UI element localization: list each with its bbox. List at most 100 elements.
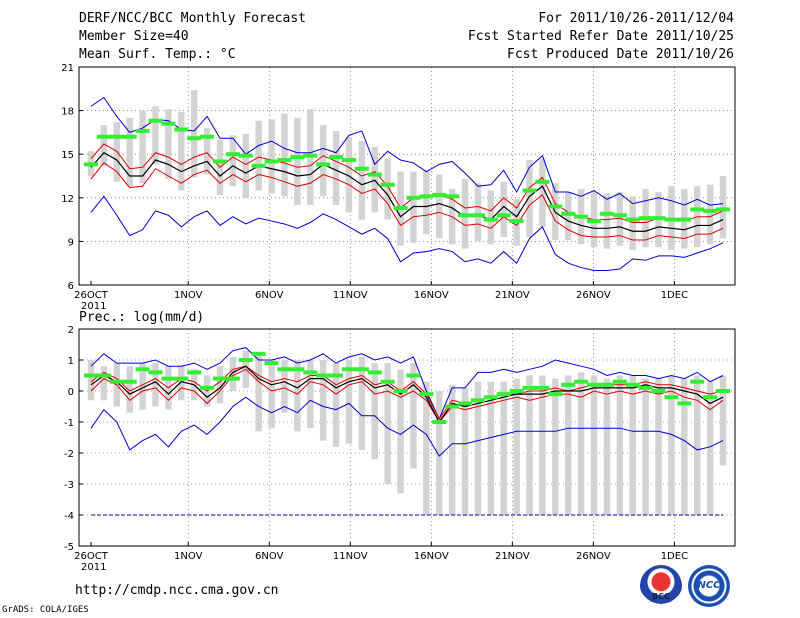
x-tick-label: 1DEC — [661, 551, 688, 562]
member-marker — [380, 379, 395, 384]
member-marker — [354, 367, 369, 372]
box-bar — [565, 191, 572, 240]
box-bar — [565, 375, 572, 515]
member-marker — [716, 389, 730, 393]
panel-precipitation: -5 -4 -3 -2 -1 0 1 2 26OCT 1NOV 6NOV 11NOV 16NOV 21NO… — [64, 325, 736, 573]
box-bar — [693, 375, 701, 515]
member-marker — [225, 376, 240, 381]
plot-frame — [78, 66, 736, 286]
y-tick-label: 0 — [68, 387, 74, 398]
x-tick-label: 11NOV — [333, 551, 368, 562]
box-bar — [319, 360, 327, 441]
member-marker — [174, 127, 189, 132]
y-tick-label: -3 — [64, 480, 74, 491]
member-marker — [483, 395, 498, 400]
plot-frame — [78, 328, 736, 547]
member-marker — [574, 214, 589, 219]
box-bar — [165, 109, 172, 179]
member-marker — [574, 379, 589, 384]
member-marker — [458, 213, 473, 218]
member-marker — [174, 376, 189, 381]
box-bar — [668, 375, 675, 515]
member-marker — [677, 217, 692, 222]
ncc-logo: NCC — [688, 565, 730, 607]
member-marker — [703, 208, 718, 213]
grads-credit: GrADS: COLA/IGES — [2, 605, 89, 615]
member-marker — [535, 179, 550, 184]
box-bar — [152, 363, 159, 407]
member-marker — [84, 162, 98, 167]
box-bar — [100, 366, 108, 401]
box-bar — [229, 135, 237, 187]
member-marker — [496, 213, 511, 218]
member-marker — [122, 134, 137, 139]
x-tick-label: 1NOV — [174, 290, 203, 301]
box-bar — [719, 375, 727, 466]
x-tick-label: 11NOV — [333, 290, 368, 301]
member-marker — [612, 213, 627, 218]
member-marker — [122, 379, 137, 384]
member-marker — [367, 172, 382, 177]
member-marker — [135, 367, 150, 372]
box-bar — [642, 378, 649, 515]
box-bar — [397, 369, 404, 494]
member-marker — [200, 134, 215, 139]
box-bar — [474, 381, 482, 515]
member-marker — [458, 401, 473, 406]
y-tick-label: 15 — [61, 150, 74, 161]
x-tick-label: 16NOV — [414, 551, 449, 562]
member-marker — [432, 192, 447, 197]
x-tick-label: 16NOV — [414, 290, 449, 301]
member-marker — [96, 373, 111, 378]
y-tick-label: -5 — [64, 542, 74, 553]
box-bar — [590, 375, 598, 515]
box-bar — [474, 183, 482, 242]
box-bar — [655, 378, 662, 515]
member-marker — [290, 367, 305, 372]
member-marker — [509, 389, 524, 393]
y-tick-label: 1 — [68, 356, 74, 367]
member-marker — [690, 207, 705, 212]
box-bar — [255, 120, 262, 191]
x-tick-label: 26NOV — [576, 290, 611, 301]
member-marker — [419, 194, 434, 199]
box-bar — [190, 90, 198, 178]
x-tick-label: 26OCT — [74, 290, 109, 301]
member-marker — [238, 358, 253, 362]
box-bar — [281, 360, 288, 413]
box-bar — [706, 381, 714, 515]
member-marker — [548, 204, 563, 209]
box-bar — [345, 136, 353, 213]
upper-line — [90, 365, 724, 420]
source-url[interactable]: http://cmdp.ncc.cma.gov.cn — [75, 583, 279, 598]
member-marker — [393, 205, 408, 210]
member-marker — [109, 134, 124, 139]
max-line — [90, 96, 724, 206]
box-bar — [539, 375, 546, 515]
member-marker — [238, 153, 253, 158]
box-bar — [242, 133, 249, 198]
box-bar — [384, 158, 391, 220]
member-marker — [496, 392, 511, 397]
member-marker — [599, 211, 614, 216]
member-marker — [277, 158, 292, 163]
ncc-logo-text: NCC — [697, 580, 721, 591]
member-marker — [329, 155, 344, 160]
x-tick-label: 6NOV — [255, 551, 284, 562]
member-marker — [445, 404, 460, 409]
box-bar — [423, 381, 430, 515]
member-marker — [561, 382, 576, 387]
box-bar — [371, 146, 378, 213]
min-line — [90, 396, 724, 457]
box-bar — [358, 141, 366, 220]
y-tick-label: 2 — [68, 325, 74, 336]
box-bar — [436, 391, 443, 515]
box-bar — [332, 130, 340, 206]
member-marker — [612, 379, 627, 384]
box-bar — [500, 181, 507, 238]
member-marker — [303, 370, 318, 375]
produced-date: Fcst Produced Date 2011/10/26 — [507, 47, 734, 62]
y-tick-label: -4 — [64, 511, 74, 522]
refer-date: Fcst Started Refer Date 2011/10/25 — [467, 29, 734, 44]
member-marker — [161, 121, 176, 126]
